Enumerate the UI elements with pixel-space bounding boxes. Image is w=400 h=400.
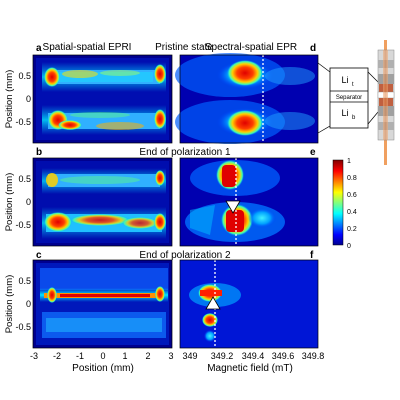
x-tick: 2 (145, 351, 150, 361)
label-li-top: Li (341, 75, 348, 85)
panel-a-image (32, 54, 173, 144)
x-tick: 349.8 (302, 351, 325, 361)
y-tick: 0 (26, 299, 31, 309)
x-tick: 349 (182, 351, 197, 361)
x-tick: -1 (76, 351, 84, 361)
colorbar: 1 0.8 0.6 0.4 0.2 0 (332, 158, 357, 250)
y-tick: 0 (26, 197, 31, 207)
colorbar-tick: 0 (347, 243, 351, 250)
panel-letter-d: d (310, 43, 316, 54)
header-right: Spectral-spatial EPR (205, 42, 297, 53)
y-axis-label-c: Position (mm) (4, 275, 15, 334)
panel-letter-f: f (310, 250, 314, 261)
row-title-polarization-2: End of polarization 2 (139, 250, 231, 261)
panel-d-image (175, 53, 319, 144)
label-li-top-sub: t (352, 82, 354, 88)
x-tick: 0 (100, 351, 105, 361)
x-tick: 349.6 (272, 351, 295, 361)
colorbar-tick: 1 (347, 158, 351, 165)
panel-letter-b: b (36, 147, 42, 158)
panel-e-image (179, 157, 319, 247)
colorbar-tick: 0.6 (347, 192, 357, 199)
x-axis-label-right: Magnetic field (mT) (207, 363, 293, 374)
y-tick: 0 (26, 94, 31, 104)
label-li-bottom: Li (341, 108, 348, 118)
panel-f-image (179, 259, 319, 349)
label-li-bottom-sub: b (352, 115, 356, 121)
panel-c-image (32, 259, 173, 349)
label-separator: Separator (336, 95, 362, 101)
y-ticks-b: 0.5 0 -0.5 (15, 174, 31, 230)
x-ticks-right: 349 349.2 349.4 349.6 349.8 (182, 351, 324, 361)
panel-letter-c: c (36, 250, 42, 261)
y-tick: -0.5 (15, 117, 31, 127)
y-axis-label-b: Position (mm) (4, 173, 15, 232)
y-tick: 0.5 (18, 174, 31, 184)
cell-schematic: Li t Separator Li b (317, 40, 395, 165)
panel-b-image (32, 157, 173, 247)
x-tick: -3 (30, 351, 38, 361)
y-tick: -0.5 (15, 220, 31, 230)
header-left: Spatial-spatial EPRI (43, 42, 132, 53)
y-axis-label-a: Position (mm) (4, 70, 15, 129)
row-title-polarization-1: End of polarization 1 (139, 147, 231, 158)
y-ticks-a: 0.5 0 -0.5 (15, 71, 31, 127)
y-ticks-c: 0.5 0 -0.5 (15, 276, 31, 332)
y-tick: 0.5 (18, 276, 31, 286)
x-tick: 349.2 (211, 351, 234, 361)
colorbar-tick: 0.2 (347, 226, 357, 233)
x-tick: 349.4 (242, 351, 265, 361)
x-tick: 3 (168, 351, 173, 361)
y-tick: -0.5 (15, 322, 31, 332)
panel-letter-a: a (36, 43, 42, 54)
x-tick: -2 (53, 351, 61, 361)
panel-letter-e: e (310, 147, 316, 158)
x-tick: 1 (122, 351, 127, 361)
x-axis-label-left: Position (mm) (72, 363, 134, 374)
header-center: Pristine state (155, 42, 213, 53)
colorbar-tick: 0.4 (347, 209, 357, 216)
colorbar-tick: 0.8 (347, 175, 357, 182)
y-tick: 0.5 (18, 71, 31, 81)
x-ticks-left: -3 -2 -1 0 1 2 3 (30, 351, 174, 361)
